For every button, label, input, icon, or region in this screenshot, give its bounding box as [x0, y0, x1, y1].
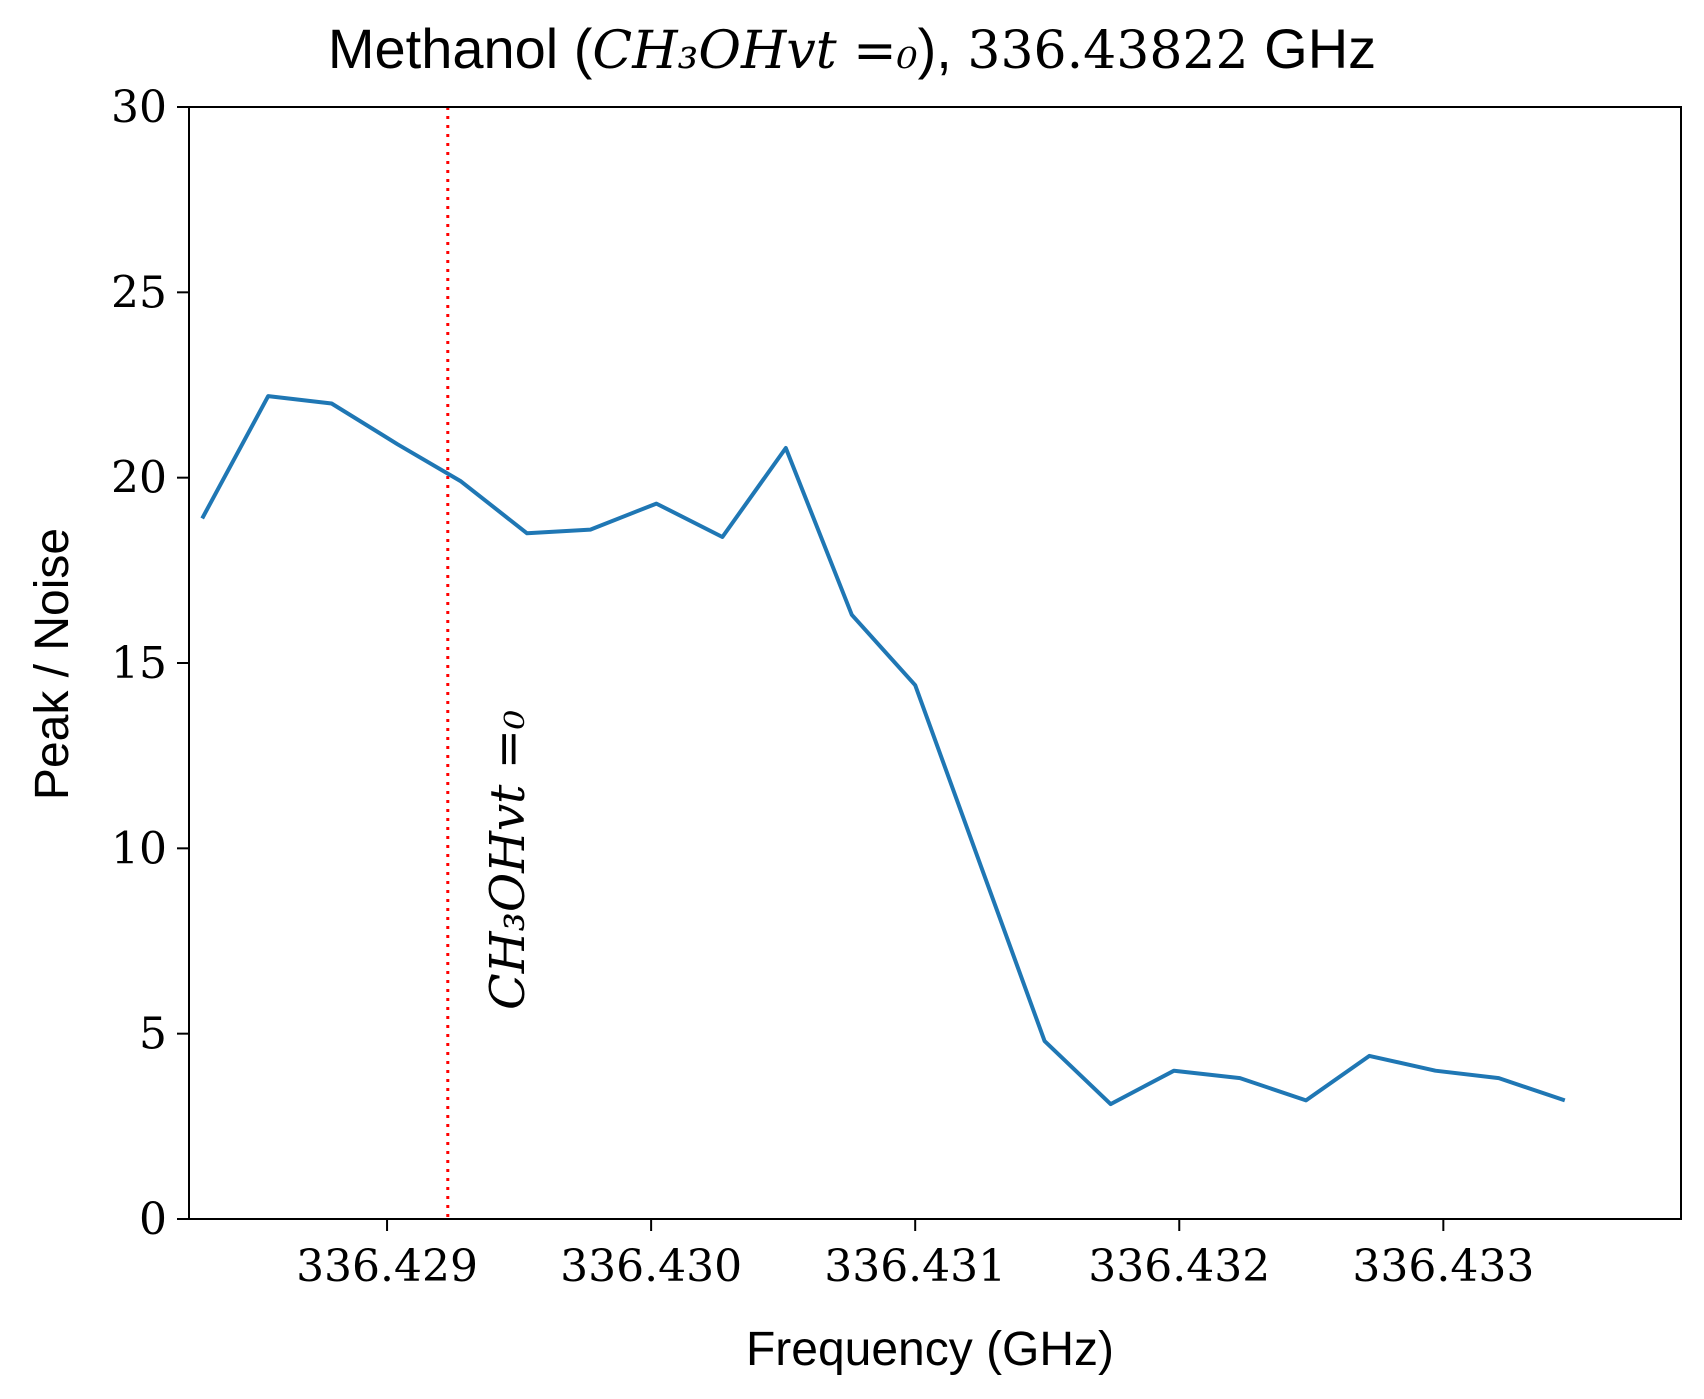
title-formula: CH₃OHvt =₀ — [592, 21, 917, 81]
data-point — [460, 481, 461, 482]
y-tick-label: 20 — [111, 453, 167, 504]
reference-line-label: CH₃OHvt =₀ — [480, 710, 536, 1010]
title-prefix: Methanol ( — [328, 17, 593, 80]
x-tick-label: 336.429 — [296, 1241, 478, 1292]
y-tick-label: 5 — [139, 1009, 167, 1060]
data-point — [1498, 1078, 1499, 1079]
x-tick-label: 336.433 — [1352, 1241, 1534, 1292]
y-tick-label: 0 — [139, 1194, 167, 1245]
x-axis: 336.429 336.430 336.431 336.432 336.433 — [296, 1219, 1534, 1292]
data-point — [397, 444, 398, 445]
data-point — [785, 448, 786, 449]
x-tick-label: 336.431 — [824, 1241, 1006, 1292]
data-point — [331, 403, 332, 404]
x-tick-label: 336.432 — [1088, 1241, 1270, 1292]
title-unit: GHz — [1249, 17, 1377, 80]
axes-frame — [188, 106, 1682, 1220]
data-point — [1369, 1055, 1370, 1056]
data-point — [1240, 1078, 1241, 1079]
data-point — [1044, 1041, 1045, 1042]
y-tick-label: 15 — [111, 638, 167, 689]
data-point — [722, 536, 723, 537]
y-tick-label: 30 — [111, 82, 167, 133]
title-frequency: 336.43822 — [967, 21, 1248, 81]
y-tick-label: 25 — [111, 267, 167, 318]
x-axis-label: Frequency (GHz) — [746, 1323, 1114, 1376]
plot-area: CH₃OHvt =₀ — [200, 107, 1566, 1219]
data-point — [527, 533, 528, 534]
data-point — [1306, 1100, 1307, 1101]
data-point — [915, 685, 916, 686]
data-point — [1564, 1100, 1565, 1101]
data-point — [1110, 1104, 1111, 1105]
y-axis: 0 5 10 15 20 25 30 — [111, 82, 189, 1245]
series-line — [200, 394, 1566, 1107]
x-tick-label: 336.430 — [560, 1241, 742, 1292]
chart-title: Methanol (CH₃OHvt =₀), 336.43822 GHz — [328, 17, 1376, 81]
title-suffix: ), — [918, 17, 968, 80]
data-point — [268, 396, 269, 397]
data-point — [202, 518, 203, 519]
data-point — [590, 529, 591, 530]
data-point — [656, 503, 657, 504]
data-point — [1435, 1070, 1436, 1071]
data-point — [851, 614, 852, 615]
y-axis-label: Peak / Noise — [26, 528, 79, 800]
data-point — [981, 866, 982, 867]
data-point — [1173, 1070, 1174, 1071]
y-tick-label: 10 — [111, 823, 167, 874]
